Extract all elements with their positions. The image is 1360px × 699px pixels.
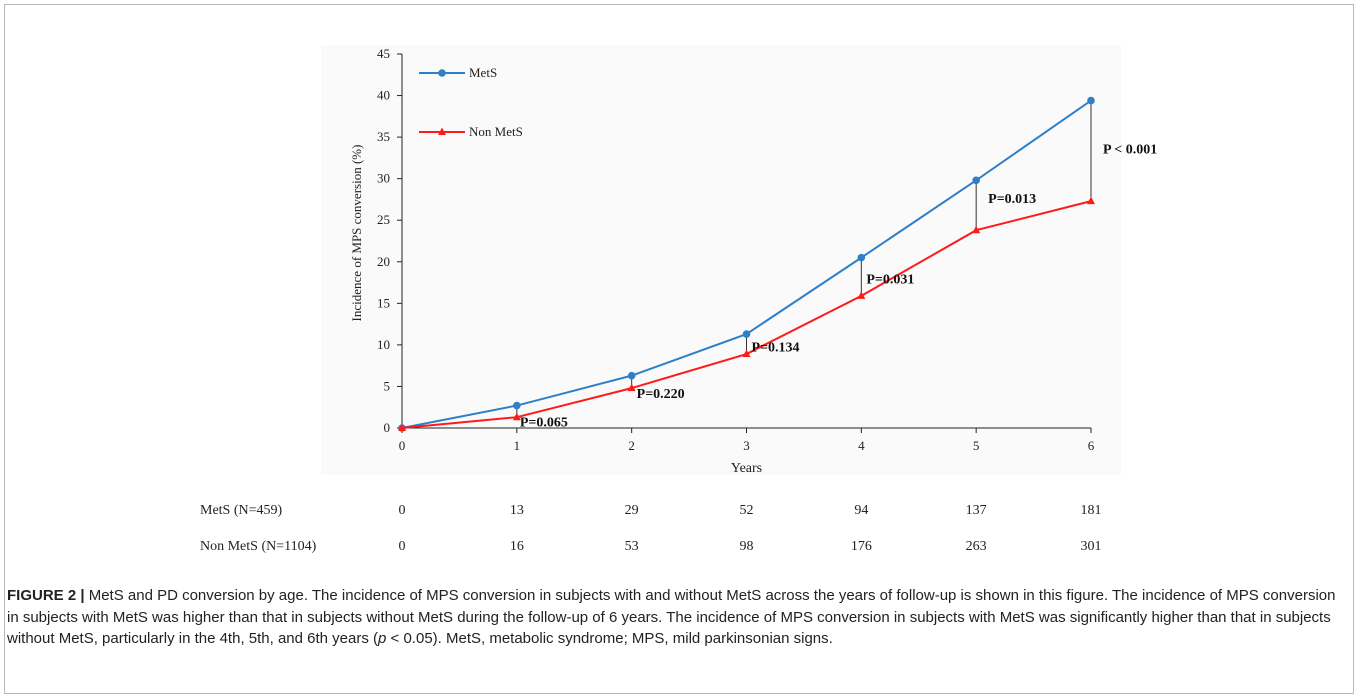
p-value-label: P=0.220 (637, 387, 685, 402)
caption-text-end: < 0.05). MetS, metabolic syndrome; MPS, … (386, 630, 833, 647)
p-value-label: P=0.065 (520, 415, 568, 430)
caption-text: MetS and PD conversion by age. The incid… (7, 587, 1336, 647)
data-point-mets (857, 253, 866, 262)
p-value-label: P=0.031 (866, 272, 914, 287)
x-tick-label: 1 (514, 438, 521, 453)
x-axis-label: Years (731, 461, 762, 476)
x-tick-label: 5 (973, 438, 980, 453)
y-tick-label: 30 (377, 171, 390, 186)
data-point-mets (742, 330, 751, 338)
legend-marker-non-mets (438, 127, 446, 135)
y-tick-label: 45 (377, 46, 390, 61)
data-point-non-mets (627, 383, 636, 392)
figure-label: FIGURE 2 | (7, 587, 85, 604)
data-point-non-mets (398, 423, 406, 431)
data-point-mets (513, 401, 521, 410)
risk-table-cell: 52 (740, 503, 754, 518)
caption-p-symbol: p (378, 630, 387, 647)
y-tick-label: 10 (377, 337, 390, 352)
risk-table-cell: 301 (1081, 539, 1102, 554)
data-point-non-mets (512, 412, 521, 421)
figure-frame: 0 5 10 15 20 25 30 35 40 45 0 1 2 3 4 5 6 Years Incidence … (4, 4, 1354, 694)
risk-table-cell: 176 (851, 539, 872, 554)
data-point-mets (1087, 96, 1095, 105)
p-value-label: P=0.013 (988, 192, 1036, 207)
risk-table-cell: 94 (854, 503, 868, 518)
risk-table-cell: 137 (966, 503, 987, 518)
y-axis-label: Incidence of MPS conversion (%) (349, 145, 364, 322)
data-point-non-mets (972, 225, 981, 234)
y-tick-label: 40 (377, 88, 390, 103)
p-value-label: P < 0.001 (1103, 143, 1157, 158)
y-tick-label: 35 (377, 129, 390, 144)
x-tick-label: 3 (743, 438, 750, 453)
x-tick-label: 2 (628, 438, 635, 453)
risk-table-cell: 16 (510, 539, 524, 554)
y-tick-label: 20 (377, 254, 390, 269)
risk-table-cell: 181 (1081, 503, 1102, 518)
risk-table-cell: 98 (740, 539, 754, 554)
legend-label-non-mets: Non MetS (469, 124, 523, 139)
x-tick-label: 0 (399, 438, 406, 453)
risk-table-row-label: MetS (N=459) (200, 503, 283, 518)
risk-table-cell: 53 (625, 539, 639, 554)
risk-table-cell: 29 (625, 503, 639, 518)
risk-table-row-label: Non MetS (N=1104) (200, 539, 317, 554)
x-tick-label: 6 (1088, 438, 1095, 453)
y-tick-label: 5 (384, 378, 391, 393)
plot-area (321, 45, 1121, 475)
y-tick-label: 25 (377, 212, 390, 227)
legend-label-mets: MetS (469, 65, 497, 80)
data-point-non-mets (857, 291, 866, 299)
y-tick-label: 15 (377, 295, 390, 310)
risk-table-cell: 0 (399, 539, 406, 554)
risk-table-cell: 13 (510, 503, 524, 518)
x-tick-label: 4 (858, 438, 865, 453)
data-point-non-mets (742, 349, 751, 358)
risk-table-cell: 0 (399, 503, 406, 518)
p-value-label: P=0.134 (752, 341, 800, 356)
risk-table-cell: 263 (966, 539, 987, 554)
legend-marker-mets (438, 69, 446, 77)
figure-caption: FIGURE 2 | MetS and PD conversion by age… (7, 585, 1343, 650)
y-tick-label: 0 (384, 420, 391, 435)
data-point-mets (627, 371, 636, 380)
data-point-non-mets (1087, 196, 1095, 205)
data-point-mets (972, 176, 980, 185)
